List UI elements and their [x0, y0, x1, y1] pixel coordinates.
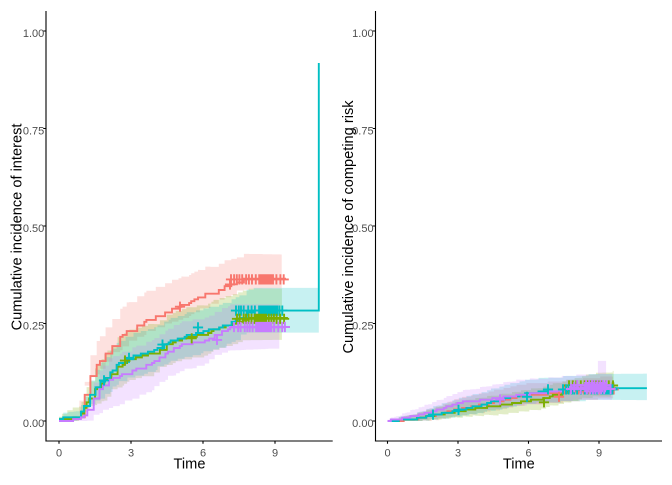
svg-text:0.75: 0.75 [352, 125, 373, 137]
svg-text:3: 3 [455, 448, 461, 460]
svg-text:0.50: 0.50 [23, 223, 44, 235]
svg-text:9: 9 [272, 448, 278, 460]
svg-text:0.75: 0.75 [23, 125, 44, 137]
svg-text:0: 0 [384, 448, 390, 460]
svg-text:0.25: 0.25 [23, 320, 44, 332]
svg-text:Cumulative incidence of compet: Cumulative incidence of competing risk [341, 100, 357, 354]
svg-text:0.50: 0.50 [352, 223, 373, 235]
svg-text:Time: Time [174, 457, 206, 473]
svg-text:0.00: 0.00 [23, 418, 44, 430]
svg-text:1.00: 1.00 [23, 28, 44, 40]
svg-text:0: 0 [56, 448, 62, 460]
svg-text:9: 9 [596, 448, 602, 460]
svg-text:3: 3 [128, 448, 134, 460]
svg-text:0.25: 0.25 [352, 320, 373, 332]
svg-text:0.00: 0.00 [352, 418, 373, 430]
svg-text:6: 6 [525, 448, 531, 460]
svg-text:6: 6 [200, 448, 206, 460]
svg-text:Time: Time [503, 457, 535, 473]
svg-text:Cumulative incidence of intere: Cumulative incidence of interest [10, 124, 26, 331]
svg-text:1.00: 1.00 [352, 28, 373, 40]
